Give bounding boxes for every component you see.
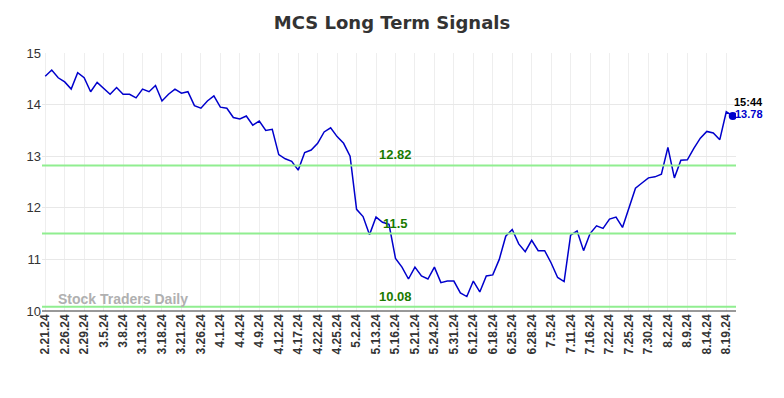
svg-text:5.31.24: 5.31.24: [447, 314, 461, 354]
svg-text:12: 12: [27, 200, 41, 215]
svg-text:Stock Traders Daily: Stock Traders Daily: [58, 291, 188, 307]
svg-text:4.4.24: 4.4.24: [233, 314, 247, 348]
svg-text:3.21.24: 3.21.24: [174, 314, 188, 354]
svg-text:8.19.24: 8.19.24: [719, 314, 733, 354]
svg-text:MCS Long Term Signals: MCS Long Term Signals: [274, 12, 510, 33]
svg-text:4.9.24: 4.9.24: [252, 314, 266, 348]
svg-text:7.22.24: 7.22.24: [602, 314, 616, 354]
svg-text:6.25.24: 6.25.24: [505, 314, 519, 354]
svg-text:15: 15: [27, 46, 41, 61]
svg-text:8.2.24: 8.2.24: [661, 314, 675, 348]
svg-text:7.5.24: 7.5.24: [544, 314, 558, 348]
svg-text:4.12.24: 4.12.24: [272, 314, 286, 354]
svg-text:6.28.24: 6.28.24: [525, 314, 539, 354]
svg-text:10.08: 10.08: [379, 289, 412, 304]
svg-text:5.21.24: 5.21.24: [408, 314, 422, 354]
svg-text:4.22.24: 4.22.24: [311, 314, 325, 354]
svg-text:3.13.24: 3.13.24: [135, 314, 149, 354]
svg-text:8.9.24: 8.9.24: [680, 314, 694, 348]
svg-text:11.5: 11.5: [383, 216, 408, 231]
svg-text:5.16.24: 5.16.24: [388, 314, 402, 354]
svg-text:6.12.24: 6.12.24: [466, 314, 480, 354]
svg-text:5.2.24: 5.2.24: [349, 314, 363, 348]
svg-text:3.5.24: 3.5.24: [97, 314, 111, 348]
svg-text:13: 13: [27, 149, 41, 164]
svg-text:2.29.24: 2.29.24: [77, 314, 91, 354]
svg-text:7.30.24: 7.30.24: [641, 314, 655, 354]
svg-text:3.8.24: 3.8.24: [116, 314, 130, 348]
svg-text:2.21.24: 2.21.24: [38, 314, 52, 354]
svg-text:13.78: 13.78: [735, 108, 763, 120]
svg-text:4.25.24: 4.25.24: [330, 314, 344, 354]
svg-text:3.26.24: 3.26.24: [194, 314, 208, 354]
svg-text:2.26.24: 2.26.24: [58, 314, 72, 354]
svg-text:11: 11: [28, 252, 42, 267]
svg-text:7.11.24: 7.11.24: [564, 314, 578, 354]
svg-text:7.25.24: 7.25.24: [622, 314, 636, 354]
svg-text:12.82: 12.82: [379, 147, 412, 162]
svg-text:5.13.24: 5.13.24: [369, 314, 383, 354]
svg-text:10: 10: [27, 304, 41, 319]
svg-text:15:44: 15:44: [734, 96, 763, 108]
svg-text:7.16.24: 7.16.24: [583, 314, 597, 354]
svg-text:4.1.24: 4.1.24: [213, 314, 227, 348]
svg-text:8.14.24: 8.14.24: [700, 314, 714, 354]
svg-text:4.17.24: 4.17.24: [291, 314, 305, 354]
svg-text:6.18.24: 6.18.24: [486, 314, 500, 354]
svg-text:14: 14: [27, 97, 41, 112]
svg-text:5.24.24: 5.24.24: [427, 314, 441, 354]
svg-text:3.18.24: 3.18.24: [155, 314, 169, 354]
